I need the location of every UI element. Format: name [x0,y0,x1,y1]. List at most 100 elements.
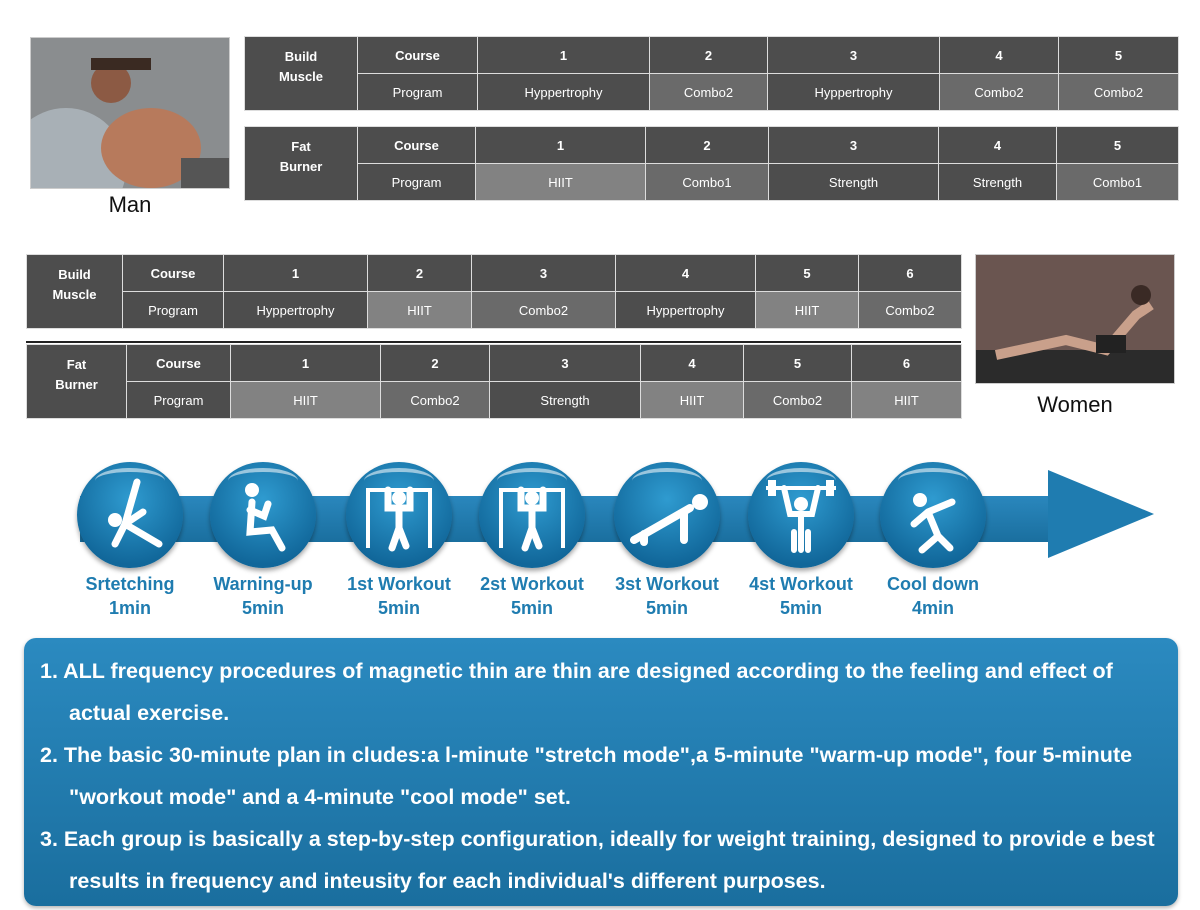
table-title: Fat Burner [26,344,127,419]
title-line: Build [284,49,318,64]
man-caption: Man [108,192,152,217]
table-row: Fat Burner Course 1 2 3 4 5 [244,126,1179,201]
program-cell: Strength [768,163,939,201]
program-cell: Hyppertrophy [477,73,650,111]
step-duration: 5min [510,598,553,618]
course-number: 4 [615,254,756,292]
course-number: 5 [1058,36,1179,74]
program-cell: Strength [938,163,1057,201]
course-number: 1 [477,36,650,74]
course-number: 1 [223,254,368,292]
step-duration: 5min [779,598,822,618]
course-number: 4 [939,36,1059,74]
title-line: Burner [55,377,98,392]
women-caption: Women [1037,392,1113,417]
step-name: 4st Workout [749,574,853,594]
timeline-step: Cool down 4min [863,462,1003,620]
table-title: Build Muscle [244,36,358,111]
program-cell: HIIT [367,291,472,329]
program-cell: Hyppertrophy [615,291,756,329]
course-number: 3 [489,344,641,382]
course-number: 4 [640,344,744,382]
timeline-arrow-head [1048,470,1154,558]
course-header: Course [122,254,224,292]
program-cell: Combo2 [649,73,768,111]
timeline-step: 2st Workout 5min [462,462,602,620]
title-line: Fat [291,139,311,154]
step-name: 2st Workout [480,574,584,594]
program-header: Program [357,163,476,201]
program-cell: HIIT [640,381,744,419]
women-fat-burner-table: Fat Burner Course 1 2 3 4 5 6 Program HIIT Combo2 St… [26,344,962,419]
course-number: 1 [230,344,381,382]
table-row: Fat Burner Course 1 2 3 4 5 6 [26,344,962,419]
step-name: 1st Workout [347,574,451,594]
program-header: Program [126,381,231,419]
course-number: 2 [645,126,769,164]
man-build-muscle-table: Build Muscle Course 1 2 3 4 5 Program Hyppertroph… [244,36,1179,111]
cool-down-stretch-icon [880,462,986,568]
title-line: Muscle [52,287,97,302]
program-cell: Combo1 [1056,163,1179,201]
course-number: 2 [380,344,490,382]
step-name: Srtetching [85,574,175,594]
course-number: 3 [471,254,616,292]
step-duration: 5min [645,598,688,618]
course-number: 5 [1056,126,1179,164]
step-name: Warning-up [213,574,313,594]
pull-up-icon [479,462,585,568]
step-duration: 4min [911,598,954,618]
program-cell: Strength [489,381,641,419]
table-row: Program Hyppertrophy Combo2 Hyppertrophy Com… [245,73,1179,111]
course-number: 5 [755,254,859,292]
step-duration: 5min [377,598,420,618]
weightlifting-icon [748,462,854,568]
table-row: Program HIIT Combo2 Strength HIIT Combo2 HIIT [27,381,962,419]
program-cell: Hyppertrophy [223,291,368,329]
program-cell: HIIT [230,381,381,419]
push-up-icon [614,462,720,568]
program-header: Program [122,291,224,329]
title-line: Fat [66,357,87,372]
note-1: 1. ALL frequency procedures of magnetic … [40,659,1113,725]
program-cell: Combo2 [380,381,490,419]
program-cell: Hyppertrophy [767,73,940,111]
pull-up-icon [346,462,452,568]
course-header: Course [126,344,231,382]
program-cell: HIIT [755,291,859,329]
course-header: Course [357,36,478,74]
table-row: Build Muscle Course 1 2 3 4 5 [244,36,1179,111]
program-cell: Combo2 [1058,73,1179,111]
note-2: 2. The basic 30-minute plan in cludes:a … [40,743,1133,809]
step-name: 3st Workout [615,574,719,594]
table-row: Program HIIT Combo1 Strength Strength Combo1 [245,163,1179,201]
program-cell: Combo2 [858,291,962,329]
table-title: Build Muscle [26,254,123,329]
table-title: Fat Burner [244,126,358,201]
course-number: 2 [649,36,768,74]
man-fat-burner-table: Fat Burner Course 1 2 3 4 5 Program HIIT Combo1 Str… [244,126,1179,201]
table-row: Program Hyppertrophy HIIT Combo2 Hyppertroph… [27,291,962,329]
course-number: 1 [475,126,646,164]
table-row: Build Muscle Course 1 2 3 4 5 6 [26,254,962,329]
course-number: 4 [938,126,1057,164]
program-cell: Combo2 [471,291,616,329]
step-duration: 5min [241,598,284,618]
step-name: Cool down [887,574,979,594]
program-header: Program [357,73,478,111]
table-divider [26,341,961,343]
course-number: 5 [743,344,852,382]
program-cell: HIIT [475,163,646,201]
title-line: Burner [279,159,323,174]
timeline-step: 1st Workout 5min [329,462,469,620]
title-line: Muscle [278,69,324,84]
course-header: Course [357,126,476,164]
course-number: 6 [851,344,962,382]
timeline-step: 3st Workout 5min [597,462,737,620]
notes-panel: 1. ALL frequency procedures of magnetic … [24,638,1178,906]
course-number: 6 [858,254,962,292]
course-number: 3 [767,36,940,74]
women-photo [975,254,1175,384]
course-number: 3 [768,126,939,164]
sit-up-icon [210,462,316,568]
